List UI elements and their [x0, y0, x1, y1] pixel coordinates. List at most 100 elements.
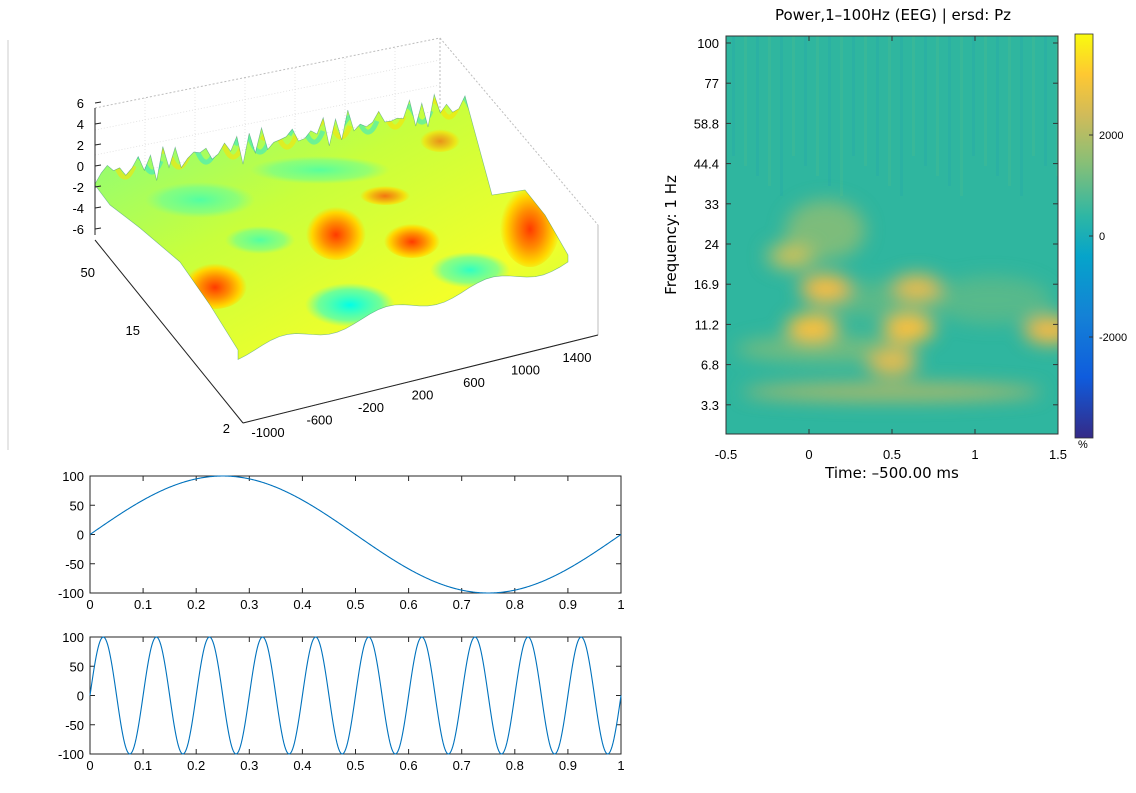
series-line: [89, 636, 622, 755]
surface-peak: [384, 222, 440, 258]
y-tick-label: 15: [126, 323, 140, 338]
x-tick-label: 1000: [511, 363, 540, 378]
x-tick-label: 0.5: [883, 447, 901, 462]
surface-ridge: [340, 113, 380, 135]
x-tick-label: 0: [805, 447, 812, 462]
x-tick-label: 0.6: [400, 758, 418, 773]
z-tick-label: 2: [77, 138, 84, 153]
heatmap-streak: [924, 36, 927, 166]
z-tick-label: 0: [77, 159, 84, 174]
y-tick-label: 11.2: [695, 317, 719, 332]
surface-valley: [145, 182, 255, 218]
x-tick-label: 0.8: [506, 597, 524, 612]
z-tick-label: -4: [72, 201, 84, 216]
y-tick-label: -50: [65, 718, 84, 733]
x-tick-label: 1.5: [1049, 447, 1067, 462]
x-tick-label: 200: [412, 388, 434, 403]
heatmap-streak: [744, 36, 747, 166]
heatmap-hotspot-core: [896, 321, 921, 335]
x-tick-label: 0.6: [400, 597, 418, 612]
x-tick-label: 1: [617, 597, 624, 612]
heatmap-plot: Power,1–100Hz (EEG) | ersd: Pz 1007758.8…: [662, 6, 1127, 482]
x-tick-label: 0.5: [346, 597, 364, 612]
surface-valley: [250, 156, 390, 184]
x-tick-label: 0.2: [187, 597, 205, 612]
z-tick-mark: [94, 164, 102, 167]
z-tick-mark: [94, 101, 102, 104]
heatmap-x-ticks: -0.5 0 0.5 1 1.5: [715, 36, 1067, 462]
heatmap-field: [726, 36, 1058, 434]
z-tick-label: -6: [72, 222, 84, 237]
heatmap-hotspot-core: [813, 281, 838, 295]
surface-z-axis: 6 4 2 0 -2 -4 -6: [72, 96, 102, 237]
x-tick-label: -200: [358, 400, 384, 415]
z-tick-mark: [94, 143, 102, 146]
y-tick-label: 2: [223, 421, 230, 436]
surface-valley: [225, 226, 295, 254]
x-tick-label: 0.9: [559, 758, 577, 773]
heatmap-streak: [852, 36, 855, 156]
heatmap-streak: [984, 36, 987, 166]
heatmap-streak: [912, 36, 915, 156]
x-tick-label: 0: [86, 758, 93, 773]
y-tick-label: 58.8: [694, 116, 719, 131]
colorbar-tick-label: -2000: [1099, 332, 1127, 344]
y-tick-label: 100: [62, 469, 84, 484]
heatmap-streak: [996, 36, 999, 176]
y-tick-label: 3.3: [701, 398, 719, 413]
x-tick-label: 0.4: [293, 597, 311, 612]
surface-edge: [94, 93, 569, 360]
z-tick-mark: [94, 122, 102, 125]
x-tick-label: 0: [86, 597, 93, 612]
y-tick-label: 77: [705, 76, 719, 91]
y-tick-label: 6.8: [701, 358, 719, 373]
surface-peak: [360, 185, 410, 205]
heatmap-streak: [864, 36, 867, 166]
surface-valley: [430, 252, 510, 288]
heatmap-title: Power,1–100Hz (EEG) | ersd: Pz: [775, 6, 1011, 24]
y-tick-label: -100: [58, 747, 84, 762]
heatmap-streak: [1008, 36, 1011, 186]
colorbar: 2000 0 -2000 %: [1074, 33, 1127, 451]
heatmap-band: [742, 383, 1042, 401]
z-tick-label: 4: [77, 117, 84, 132]
z-tick-label: -2: [72, 180, 84, 195]
heatmap-streak: [1032, 36, 1035, 156]
x-tick-label: 600: [463, 375, 485, 390]
heatmap-streak: [768, 36, 771, 186]
surface-peak: [306, 204, 366, 260]
x-tick-label: 1: [971, 447, 978, 462]
surface-gridlines: [94, 48, 441, 181]
colorbar-unit: %: [1078, 439, 1088, 451]
y-tick-label: -50: [65, 557, 84, 572]
x-tick-label: 0.2: [187, 758, 205, 773]
heatmap-streak: [1020, 36, 1023, 196]
x-tick-label: 0.5: [346, 758, 364, 773]
y-tick-label: 50: [70, 498, 84, 513]
x-tick-label: 0.7: [453, 597, 471, 612]
z-tick-mark: [94, 227, 102, 230]
heatmap-ylabel: Frequency: 1 Hz: [662, 175, 680, 295]
heatmap-hotspot-core: [800, 321, 825, 335]
heatmap-streak: [828, 36, 831, 186]
line-plot-10hz: 0 0.1 0.2 0.3 0.4 0.5 0.6 0.7 0.8 0.9 1 100 50 0 -50 -1…: [58, 630, 625, 773]
x-tick-label: 0.1: [134, 758, 152, 773]
heatmap-streak: [732, 36, 735, 156]
heatmap-streak: [888, 36, 891, 186]
surface-peak: [183, 261, 247, 309]
surface-x-axis: -1000 -600 -200 200 600 1000 1400: [242, 334, 599, 440]
surface-y-axis: 2 15 50: [81, 239, 244, 436]
heatmap-y-ticks: 100 77 58.8 44.4 33 24 16.9 11.2 6.8 3.3: [694, 36, 1058, 413]
x-tick-label: -600: [306, 413, 332, 428]
surface-mesh: [95, 94, 568, 360]
series-line: [89, 475, 622, 594]
x-tick-label: -1000: [251, 425, 284, 440]
y-tick-label: 16.9: [694, 277, 719, 292]
surface-plot: 6 4 2 0 -2 -4 -6 2 15 50 -1000 -600 -200 200 600 1000…: [72, 37, 599, 440]
heatmap-streak: [780, 36, 783, 196]
x-tick-label: 0.4: [293, 758, 311, 773]
z-tick-mark: [94, 206, 102, 209]
surface-valley: [305, 283, 395, 327]
y-tick-label: 33: [705, 197, 719, 212]
